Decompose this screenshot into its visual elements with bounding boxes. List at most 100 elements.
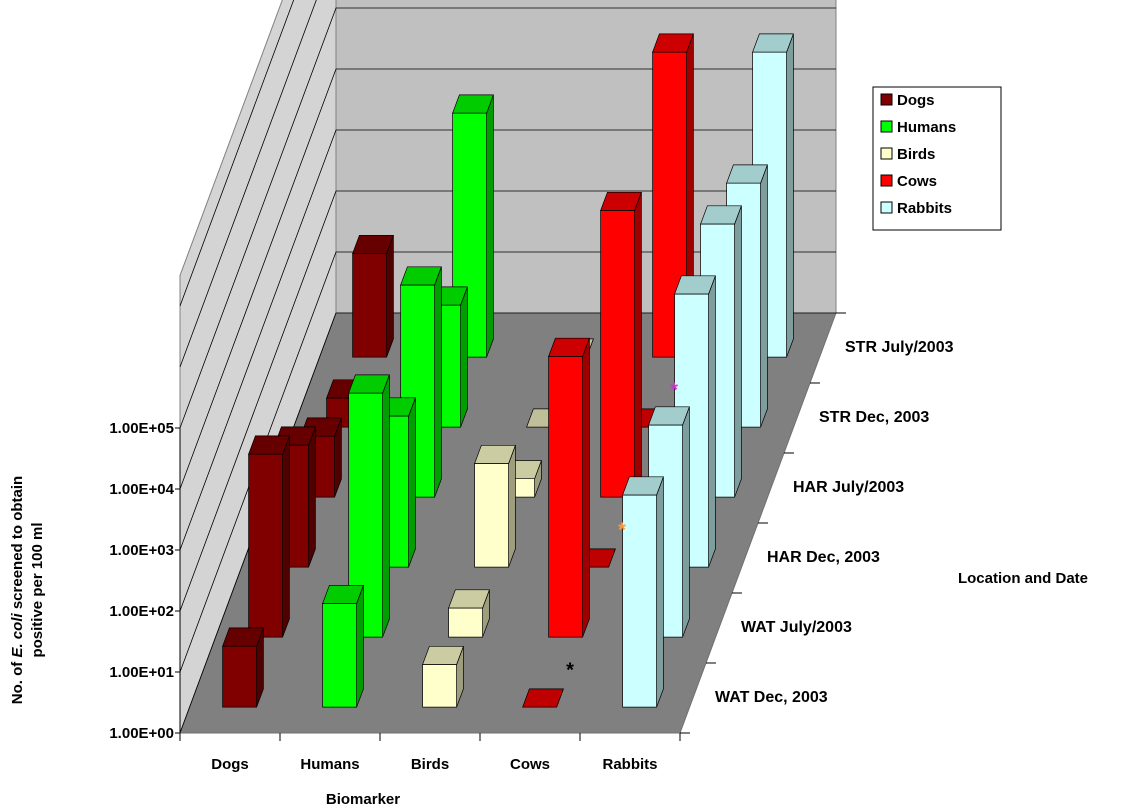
bar-side bbox=[760, 164, 768, 428]
legend-label: Birds bbox=[897, 146, 935, 163]
bar-top bbox=[548, 337, 590, 357]
bar-front bbox=[622, 494, 657, 708]
y-tick-label: 1.00E+03 bbox=[109, 542, 174, 559]
legend-label: Humans bbox=[897, 119, 956, 136]
bar-humans bbox=[322, 584, 364, 708]
legend-label: Rabbits bbox=[897, 200, 952, 217]
bar-top bbox=[400, 266, 442, 286]
bar-birds bbox=[422, 645, 464, 708]
bar-side bbox=[386, 235, 394, 358]
bar-cows bbox=[652, 33, 694, 358]
bar-front bbox=[222, 645, 257, 708]
x-tick-label: Humans bbox=[300, 756, 359, 773]
bar-top bbox=[726, 164, 768, 184]
bar-front bbox=[474, 463, 509, 568]
bar-dogs bbox=[352, 234, 394, 358]
bar-top bbox=[352, 234, 394, 254]
bar-dogs bbox=[222, 627, 264, 708]
y-tick-label: 1.00E+02 bbox=[109, 603, 174, 620]
row-label: HAR Dec, 2003 bbox=[767, 549, 880, 566]
legend-swatch bbox=[880, 174, 893, 187]
gridline bbox=[179, 0, 295, 307]
bar-side bbox=[708, 275, 716, 568]
annotations: * * * bbox=[566, 380, 678, 682]
bar-side bbox=[734, 205, 742, 498]
x-axis-title: Biomarker bbox=[326, 791, 400, 808]
bar-top bbox=[248, 435, 290, 455]
legend-swatch bbox=[880, 147, 893, 160]
bar-top bbox=[322, 584, 364, 604]
bar-top bbox=[648, 406, 690, 426]
bar-side bbox=[408, 397, 416, 568]
y-axis-title-suffix: screened to obtain bbox=[9, 476, 26, 614]
bar-side bbox=[786, 33, 794, 358]
bar-side bbox=[282, 435, 290, 638]
bar-front bbox=[248, 453, 283, 638]
svg-text:No. of E. coli screened to obt: No. of E. coli screened to obtain bbox=[9, 476, 26, 704]
bar-top bbox=[222, 627, 264, 647]
x-tick-label: Cows bbox=[510, 756, 550, 773]
y-tick-label: 1.00E+04 bbox=[109, 481, 174, 498]
legend-label: Cows bbox=[897, 173, 937, 190]
bar-top bbox=[452, 94, 494, 114]
y-axis-title-prefix: No. of bbox=[9, 658, 26, 705]
bar-side bbox=[582, 338, 590, 638]
bar-side bbox=[656, 476, 664, 708]
bar-top bbox=[600, 191, 642, 211]
x-tick-label: Dogs bbox=[211, 756, 249, 773]
bar-top bbox=[700, 205, 742, 225]
bars bbox=[222, 33, 794, 708]
bar-front bbox=[352, 253, 387, 358]
bar-front bbox=[422, 664, 457, 708]
legend-swatch bbox=[880, 120, 893, 133]
bar-cows bbox=[600, 191, 642, 498]
gridline bbox=[179, 0, 317, 368]
bar-side bbox=[508, 445, 516, 568]
y-tick-label: 1.00E+05 bbox=[109, 420, 174, 437]
bar-top bbox=[448, 589, 490, 609]
bar-front bbox=[322, 603, 357, 708]
axes: 1.00E+00 1.00E+01 1.00E+02 1.00E+03 1.00E+04… bbox=[109, 312, 954, 773]
bar-birds bbox=[474, 444, 516, 568]
y-tick-label: 1.00E+01 bbox=[109, 664, 174, 681]
annotation-asterisk: * bbox=[566, 660, 574, 682]
y-axis-title-italic: E. coli bbox=[9, 613, 26, 658]
legend-swatch bbox=[880, 93, 893, 106]
bar-top bbox=[348, 374, 390, 394]
legend: Dogs Humans Birds Cows Rabbits bbox=[872, 86, 1002, 231]
bar-side bbox=[486, 94, 494, 358]
x-tick-label: Birds bbox=[411, 756, 449, 773]
bar-front bbox=[448, 607, 483, 638]
row-label: WAT Dec, 2003 bbox=[715, 689, 828, 706]
legend-label: Dogs bbox=[897, 92, 935, 109]
y-tick-label: 1.00E+00 bbox=[109, 725, 174, 742]
bar-side bbox=[382, 374, 390, 638]
annotation-asterisk: * bbox=[618, 520, 626, 542]
bar-side bbox=[460, 286, 468, 428]
bar-dogs bbox=[248, 435, 290, 638]
bar-top bbox=[752, 33, 794, 53]
bar-top bbox=[422, 645, 464, 665]
row-label: HAR July/2003 bbox=[793, 479, 904, 496]
gridline bbox=[179, 7, 836, 429]
bar-side bbox=[434, 266, 442, 498]
bar-top bbox=[474, 444, 516, 464]
bar-top bbox=[522, 688, 564, 708]
legend-swatch bbox=[880, 201, 893, 214]
bar-side bbox=[356, 585, 364, 708]
bar-top bbox=[674, 275, 716, 295]
x-tick-label: Rabbits bbox=[602, 756, 657, 773]
row-label: STR July/2003 bbox=[845, 339, 954, 356]
bar-cows bbox=[548, 337, 590, 638]
bar-rabbits bbox=[622, 476, 664, 708]
row-label: WAT July/2003 bbox=[741, 619, 852, 636]
legend-box bbox=[872, 86, 1002, 231]
bar-top bbox=[622, 476, 664, 496]
bar-top bbox=[652, 33, 694, 53]
z-axis-title: Location and Date bbox=[958, 570, 1088, 587]
bar-birds bbox=[448, 589, 490, 638]
bar-side bbox=[634, 192, 642, 498]
row-label: STR Dec, 2003 bbox=[819, 409, 929, 426]
y-axis-title: No. of E. coli screened to obtain positi… bbox=[9, 476, 46, 704]
